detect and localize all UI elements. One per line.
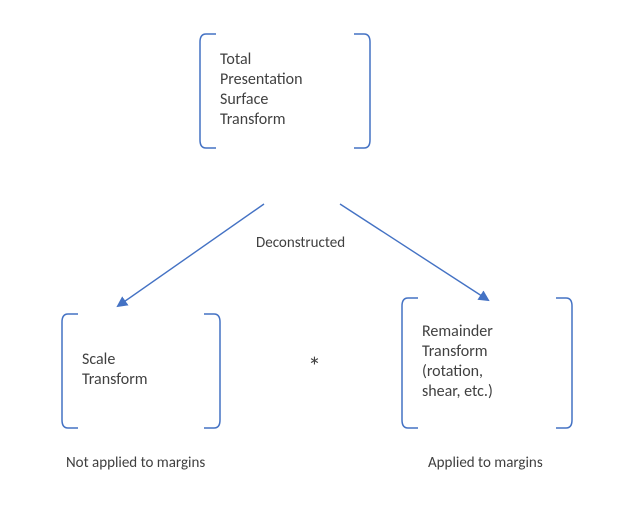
label-not-applied: Not applied to margins	[66, 454, 205, 472]
node-remainder-transform: Remainder Transform (rotation, shear, et…	[422, 300, 552, 426]
bracket-left-scale	[60, 312, 82, 430]
bracket-left-top	[198, 32, 220, 150]
arrow-right	[340, 204, 488, 300]
multiply-asterisk: *	[308, 350, 321, 382]
node-total-transform: Total Presentation Surface Transform	[220, 36, 350, 146]
arrow-left	[118, 204, 264, 306]
label-deconstructed: Deconstructed	[256, 234, 345, 252]
node-remainder-transform-text: Remainder Transform (rotation, shear, et…	[422, 300, 552, 402]
node-scale-transform: Scale Transform	[82, 316, 200, 426]
label-applied: Applied to margins	[428, 454, 543, 472]
node-scale-transform-text: Scale Transform	[82, 316, 200, 390]
bracket-right-top	[350, 32, 372, 150]
bracket-right-remainder	[552, 296, 574, 430]
bracket-left-remainder	[400, 296, 422, 430]
node-total-transform-text: Total Presentation Surface Transform	[220, 36, 350, 130]
bracket-right-scale	[200, 312, 222, 430]
